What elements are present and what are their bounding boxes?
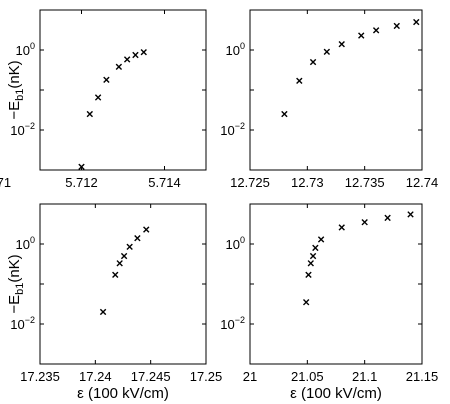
y-tick-label: 10−2 xyxy=(10,121,35,138)
y-tick-label: 10−2 xyxy=(10,315,35,332)
data-point xyxy=(305,271,312,278)
chart-panel-3: 17.235 17.24 17.245 17.25 100 10−2 −Eb1(nK) ε (… xyxy=(6,203,223,402)
data-point xyxy=(384,214,391,222)
plot-frame xyxy=(249,9,423,171)
chart-panel-4: 21 21.05 21.1 21.15 100 10−2 ε (100 kV/cm) xyxy=(220,203,439,402)
x-tick-label: 17.24 xyxy=(79,369,112,384)
y-tick-label: 100 xyxy=(226,41,245,58)
data-point xyxy=(372,27,380,34)
data-point xyxy=(86,110,93,118)
data-point xyxy=(143,226,150,233)
x-tick-label: 21.15 xyxy=(406,369,439,384)
y-axis-label: −Eb1(nK) xyxy=(6,254,26,313)
x-tick-label: 12.725 xyxy=(230,175,270,190)
x-tick-label: 21 xyxy=(243,369,257,384)
data-point xyxy=(123,56,131,63)
data-point xyxy=(307,260,314,267)
x-tick-label: 12.735 xyxy=(345,175,385,190)
chart-panel-1: 5.71 5.712 5.714 100 10−2 −Eb1(nK) xyxy=(0,9,207,190)
plot-frame xyxy=(39,9,207,171)
data-point xyxy=(358,32,365,39)
y-tick-label: 100 xyxy=(226,235,245,252)
data-point xyxy=(99,308,107,316)
data-point xyxy=(134,234,141,242)
y-tick-label: 10−2 xyxy=(220,121,245,138)
x-tick-label: 12.73 xyxy=(291,175,324,190)
data-point xyxy=(338,40,345,48)
data-point xyxy=(94,94,102,101)
data-point xyxy=(393,22,400,30)
x-tick-label: 12.74 xyxy=(406,175,439,190)
data-point xyxy=(317,236,325,243)
data-point xyxy=(338,224,345,231)
x-tick-label: 5.714 xyxy=(148,175,181,190)
chart-panel-2: 12.725 12.73 12.735 12.74 100 10−2 xyxy=(220,9,439,190)
data-point xyxy=(413,18,420,26)
data-point xyxy=(312,244,319,252)
x-tick-label: 21.1 xyxy=(352,369,377,384)
x-tick-label: 5.71 xyxy=(0,175,11,190)
plot-frame xyxy=(39,203,207,365)
y-tick-label: 100 xyxy=(16,41,35,58)
y-tick-label: 100 xyxy=(16,235,35,252)
data-point xyxy=(309,252,317,260)
x-tick-label: 17.245 xyxy=(131,369,171,384)
y-axis-label: −Eb1(nK) xyxy=(6,60,26,119)
data-point xyxy=(296,77,303,84)
x-tick-label: 21.05 xyxy=(291,369,324,384)
data-point xyxy=(361,219,368,226)
y-tick-label: 10−2 xyxy=(220,315,245,332)
data-point xyxy=(126,243,133,251)
data-point xyxy=(281,110,288,118)
x-tick-label: 17.235 xyxy=(20,369,60,384)
data-point xyxy=(302,299,310,306)
data-point xyxy=(120,252,128,260)
data-point xyxy=(112,271,119,278)
x-axis-label: ε (100 kV/cm) xyxy=(77,385,169,402)
data-point xyxy=(115,63,123,71)
data-point xyxy=(309,58,317,66)
data-point xyxy=(140,49,147,56)
x-tick-label: 5.712 xyxy=(65,175,98,190)
data-point xyxy=(103,76,110,83)
x-tick-label: 17.25 xyxy=(190,369,223,384)
data-point xyxy=(323,48,331,56)
data-point xyxy=(132,51,139,59)
data-point xyxy=(116,260,123,267)
x-axis-label: ε (100 kV/cm) xyxy=(290,385,382,402)
data-point xyxy=(407,211,414,218)
plot-frame xyxy=(249,203,423,365)
data-point xyxy=(78,163,85,171)
